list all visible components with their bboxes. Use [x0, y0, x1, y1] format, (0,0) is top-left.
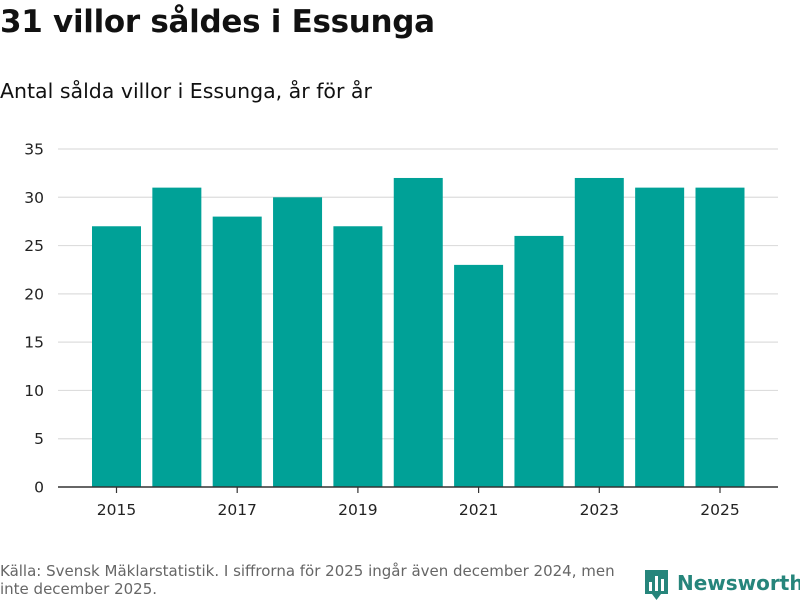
- y-tick-label: 25: [24, 237, 44, 255]
- x-tick-label: 2017: [217, 501, 256, 519]
- bar-2021: [454, 264, 504, 487]
- bar-2020: [393, 177, 443, 487]
- x-tick-label: 2015: [97, 501, 136, 519]
- bar-2015: [92, 226, 141, 487]
- x-tick-label: 2025: [700, 501, 739, 519]
- bar-2025: [695, 187, 745, 487]
- y-tick-label: 0: [34, 479, 44, 497]
- x-tick-label: 2023: [580, 501, 619, 519]
- y-tick-label: 35: [24, 141, 44, 159]
- bar-2023: [574, 177, 624, 487]
- bars: [92, 177, 745, 487]
- bar-2019: [333, 226, 383, 487]
- brand-name: Newsworthy: [677, 571, 800, 595]
- bar-2018: [273, 197, 323, 487]
- y-tick-label: 20: [24, 285, 44, 303]
- bar-chart-logo-icon: [645, 570, 668, 600]
- y-tick-label: 5: [34, 430, 44, 448]
- bar-2016: [152, 187, 202, 487]
- y-tick-label: 30: [24, 189, 44, 207]
- chart-title: 31 villor såldes i Essunga: [0, 4, 435, 40]
- bar-2017: [212, 216, 262, 487]
- brand-logo[interactable]: Newsworthy: [645, 570, 800, 600]
- x-axis-tick-labels: 2015 2017 2019 2021 2023 2025: [97, 501, 740, 519]
- y-tick-label: 10: [24, 382, 44, 400]
- bar-2024: [635, 187, 685, 487]
- source-note: Källa: Svensk Mäklarstatistik. I siffror…: [0, 562, 615, 598]
- x-tick-label: 2019: [338, 501, 377, 519]
- x-tick-label: 2021: [459, 501, 498, 519]
- y-tick-label: 15: [24, 334, 44, 352]
- x-axis: [58, 486, 778, 493]
- chart-subtitle: Antal sålda villor i Essunga, år för år: [0, 79, 372, 103]
- bar-2022: [514, 235, 564, 487]
- y-axis-tick-labels: 0 5 10 15 20 25 30 35: [24, 141, 44, 497]
